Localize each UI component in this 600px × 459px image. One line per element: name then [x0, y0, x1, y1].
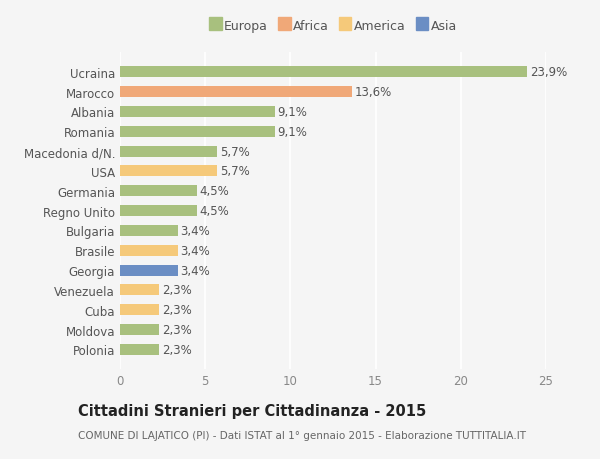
Text: 2,3%: 2,3% [162, 343, 191, 356]
Text: 3,4%: 3,4% [181, 264, 210, 277]
Text: 2,3%: 2,3% [162, 303, 191, 317]
Text: 3,4%: 3,4% [181, 244, 210, 257]
Text: 2,3%: 2,3% [162, 284, 191, 297]
Bar [120, 265, 178, 276]
Text: COMUNE DI LAJATICO (PI) - Dati ISTAT al 1° gennaio 2015 - Elaborazione TUTTITALI: COMUNE DI LAJATICO (PI) - Dati ISTAT al … [78, 431, 526, 440]
Bar [120, 225, 178, 236]
Text: 13,6%: 13,6% [354, 86, 392, 99]
Bar [120, 166, 217, 177]
Bar [120, 146, 217, 157]
Bar [120, 285, 159, 296]
Text: 4,5%: 4,5% [199, 185, 229, 198]
Bar [120, 325, 159, 336]
Text: 5,7%: 5,7% [220, 165, 250, 178]
Bar [120, 87, 352, 98]
Bar [120, 186, 197, 197]
Text: 3,4%: 3,4% [181, 224, 210, 237]
Text: Cittadini Stranieri per Cittadinanza - 2015: Cittadini Stranieri per Cittadinanza - 2… [78, 403, 426, 419]
Bar [120, 245, 178, 256]
Bar [120, 127, 275, 137]
Bar [120, 206, 197, 217]
Bar [120, 305, 159, 315]
Text: 9,1%: 9,1% [278, 125, 307, 139]
Bar [120, 344, 159, 355]
Text: 2,3%: 2,3% [162, 324, 191, 336]
Text: 5,7%: 5,7% [220, 146, 250, 158]
Legend: Europa, Africa, America, Asia: Europa, Africa, America, Asia [206, 18, 460, 36]
Bar [120, 67, 527, 78]
Text: 9,1%: 9,1% [278, 106, 307, 119]
Text: 23,9%: 23,9% [530, 66, 567, 79]
Bar [120, 107, 275, 118]
Text: 4,5%: 4,5% [199, 205, 229, 218]
